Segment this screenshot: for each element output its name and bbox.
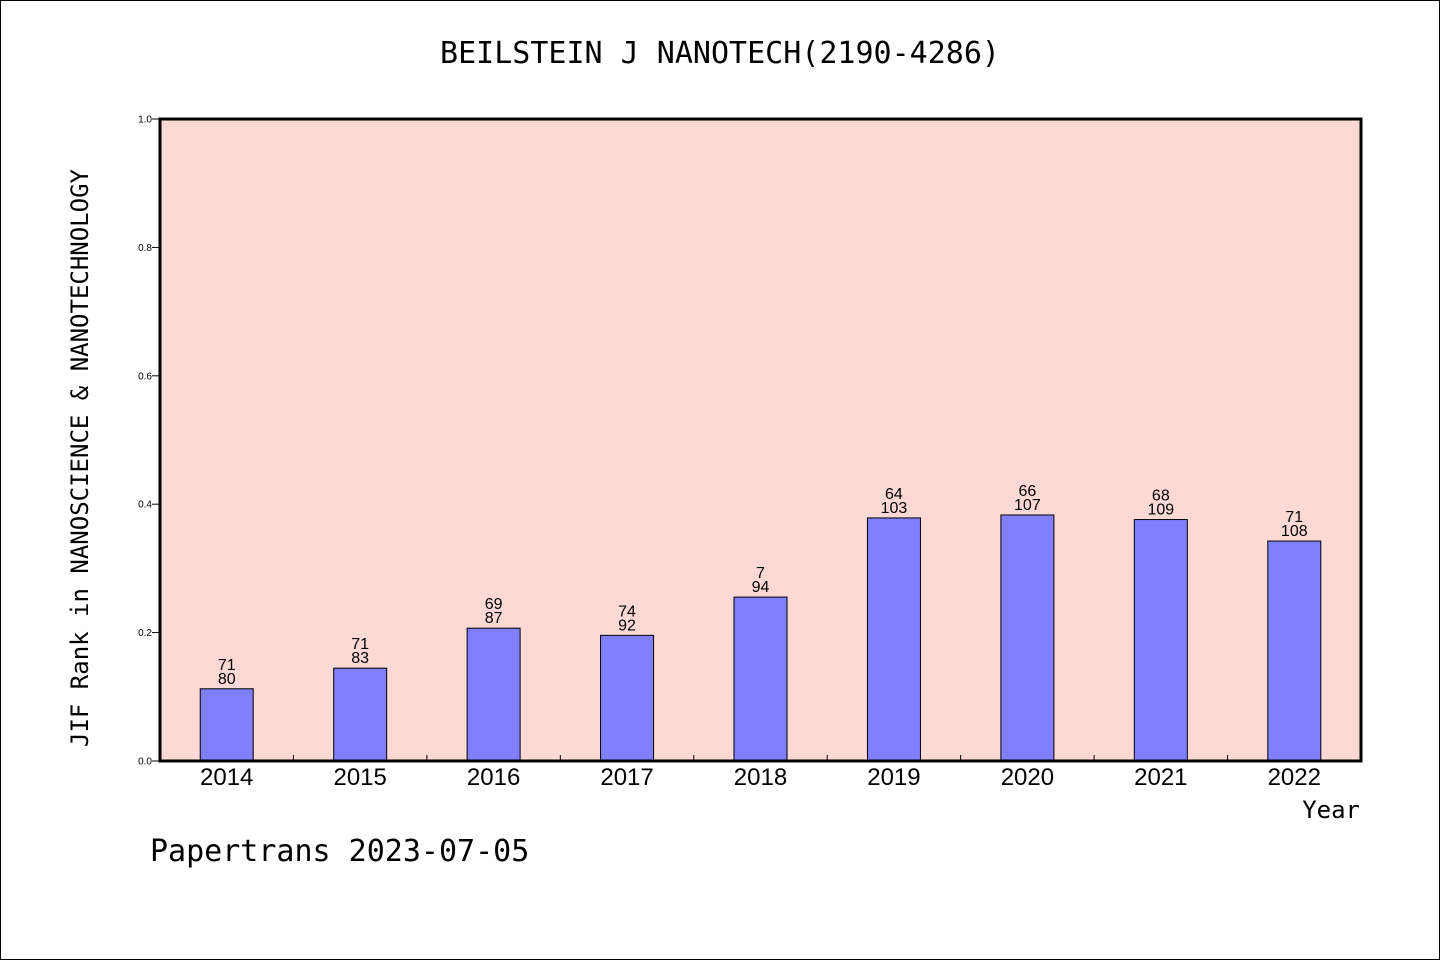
x-tick-label: 2014	[200, 764, 253, 791]
x-axis: 2014 2015 2016 2017 2018 2019 2020 2021 2022	[200, 755, 1321, 791]
bar-2016	[466, 627, 521, 762]
bar-total-label: 87	[485, 610, 503, 627]
y-tick-label: 0.0	[138, 757, 152, 768]
bar-total-label: 94	[752, 579, 770, 596]
bar-total-label: 103	[881, 500, 908, 517]
x-tick-label: 2015	[333, 764, 386, 791]
bar-2018	[733, 596, 788, 762]
y-tick-label: 0.8	[138, 243, 152, 254]
bar-rank-label: 71	[351, 636, 369, 653]
x-tick-label: 2018	[734, 764, 787, 791]
x-tick-label: 2019	[867, 764, 920, 791]
x-tick-label: 2016	[467, 764, 520, 791]
bar-2022	[1267, 540, 1322, 762]
bar-total-label: 83	[351, 650, 369, 667]
bar-total-label: 80	[218, 671, 236, 688]
y-tick-label: 0.2	[138, 628, 152, 639]
bar-total-label: 109	[1147, 502, 1174, 519]
bar-rank-label: 74	[618, 603, 636, 620]
bar-rank-label: 64	[885, 486, 903, 503]
y-axis: 0.0 0.2 0.4 0.6 0.8 1.0	[138, 115, 160, 768]
bar-2021	[1133, 519, 1188, 762]
bar-rank-label: 66	[1018, 483, 1036, 500]
y-tick-label: 0.6	[138, 371, 152, 382]
bar-2014	[199, 688, 254, 762]
plot-border	[158, 117, 1363, 763]
bar-total-label: 92	[618, 617, 636, 634]
bar-rank-label: 71	[218, 657, 236, 674]
bar-2015	[333, 667, 388, 762]
y-tick-label: 1.0	[138, 115, 152, 126]
y-tick-label: 0.4	[138, 500, 152, 511]
x-tick-label: 2020	[1001, 764, 1054, 791]
x-tick-label: 2022	[1268, 764, 1321, 791]
bar-rank-label: 71	[1285, 509, 1303, 526]
bar-rank-label: 68	[1152, 488, 1170, 505]
bar-total-label: 107	[1014, 497, 1041, 514]
bar-rank-label: 7	[756, 565, 765, 582]
y-axis-label: JIF Rank in NANOSCIENCE & NANOTECHNOLOGY	[66, 169, 94, 747]
bar-rank-label: 69	[485, 596, 503, 613]
bar-2019	[866, 517, 921, 762]
footer-text: Papertrans 2023-07-05	[150, 834, 530, 869]
chart-title: BEILSTEIN J NANOTECH(2190-4286)	[440, 36, 1000, 71]
x-axis-label: Year	[1302, 796, 1360, 824]
bar-2020	[1000, 514, 1055, 762]
x-tick-label: 2017	[600, 764, 653, 791]
bar-total-label: 108	[1281, 523, 1308, 540]
bar-2017	[600, 634, 655, 762]
x-tick-label: 2021	[1134, 764, 1187, 791]
